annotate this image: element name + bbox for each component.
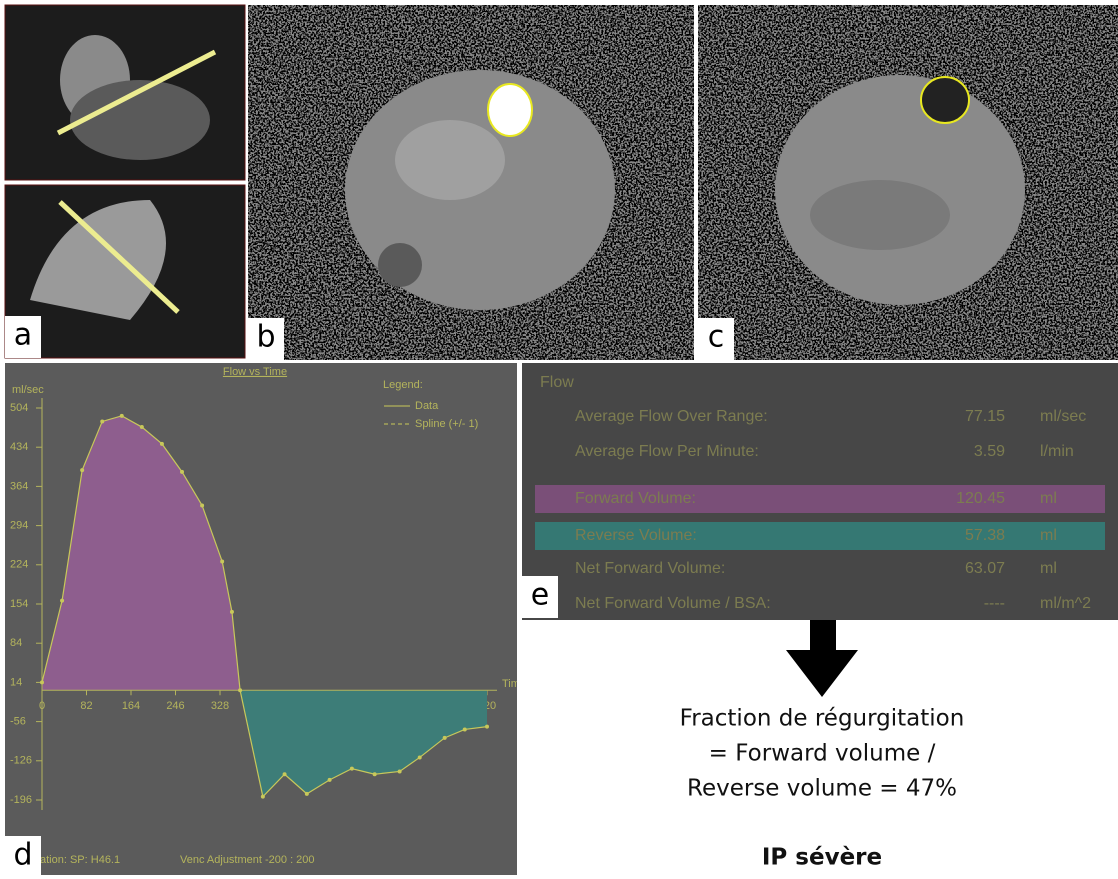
y-tick-label: 84 xyxy=(10,637,22,649)
panel-label: a xyxy=(14,318,32,353)
table-title: Flow xyxy=(540,374,574,391)
row-highlight xyxy=(535,522,1105,550)
data-point xyxy=(180,469,185,474)
data-point xyxy=(220,559,225,564)
label-box xyxy=(522,576,558,618)
legend-title: Legend: xyxy=(383,379,423,391)
row-value: ---- xyxy=(984,595,1005,612)
data-point xyxy=(282,772,287,777)
row-unit: ml xyxy=(1040,560,1057,577)
data-point xyxy=(229,609,234,614)
panel-c xyxy=(698,5,1118,360)
footer-text: ation: SP: H46.1 xyxy=(40,854,120,866)
data-point xyxy=(327,777,332,782)
row-label: Net Forward Volume: xyxy=(575,560,725,577)
panel-label: b xyxy=(256,320,275,355)
panel-label: d xyxy=(13,838,32,873)
data-point xyxy=(238,688,243,693)
data-point xyxy=(200,503,205,508)
verdict: IP sévère xyxy=(762,845,882,871)
data-point xyxy=(349,766,354,771)
legend-label: Data xyxy=(415,400,439,412)
panel-b xyxy=(248,5,694,360)
row-label: Forward Volume: xyxy=(575,490,696,507)
data-point xyxy=(372,772,377,777)
caption-line: Reverse volume = 47% xyxy=(687,776,957,802)
x-tick-label: 328 xyxy=(211,700,229,712)
legend-label: Spline (+/- 1) xyxy=(415,418,478,430)
y-tick-label: 364 xyxy=(10,480,28,492)
panel-a xyxy=(4,4,246,359)
row-unit: l/min xyxy=(1040,443,1074,460)
arrow xyxy=(786,620,858,697)
y-axis-label: ml/sec xyxy=(12,384,44,396)
data-point xyxy=(442,735,447,740)
row-unit: ml xyxy=(1040,527,1057,544)
data-point xyxy=(139,425,144,430)
row-value: 120.45 xyxy=(956,490,1005,507)
row-highlight xyxy=(535,485,1105,513)
chart-title: Flow vs Time xyxy=(223,366,287,378)
data-point xyxy=(260,794,265,799)
x-tick-label: 164 xyxy=(122,700,140,712)
caption-line: Fraction de régurgitation xyxy=(680,706,965,732)
label-box xyxy=(698,318,734,360)
y-tick-label: 14 xyxy=(10,676,22,688)
panel-label: e xyxy=(531,578,549,613)
footer-text: Venc Adjustment -200 : 200 xyxy=(180,854,315,866)
x-tick-label: 82 xyxy=(80,700,92,712)
row-value: 63.07 xyxy=(965,560,1005,577)
data-point xyxy=(417,755,422,760)
row-value: 77.15 xyxy=(965,408,1005,425)
row-unit: ml xyxy=(1040,490,1057,507)
y-tick-label: 504 xyxy=(10,402,28,414)
row-label: Average Flow Per Minute: xyxy=(575,443,759,460)
y-tick-label: -56 xyxy=(10,716,26,728)
row-unit: ml/m^2 xyxy=(1040,595,1091,612)
data-point xyxy=(119,413,124,418)
panel-labels: a b c d e xyxy=(5,316,734,878)
negative-area xyxy=(42,690,487,797)
row-value: 3.59 xyxy=(974,443,1005,460)
caption: Fraction de régurgitation = Forward volum… xyxy=(680,706,965,871)
caption-line: = Forward volume / xyxy=(709,741,936,767)
label-box xyxy=(5,836,41,878)
row-label: Net Forward Volume / BSA: xyxy=(575,595,771,612)
y-tick-label: -196 xyxy=(10,794,32,806)
y-tick-label: 154 xyxy=(10,598,28,610)
data-point xyxy=(40,680,44,685)
data-point xyxy=(60,598,65,603)
data-point xyxy=(462,727,467,732)
label-box xyxy=(5,316,41,358)
panel-label: c xyxy=(708,320,725,355)
data-point xyxy=(159,441,164,446)
x-tick-label: 246 xyxy=(166,700,184,712)
y-tick-label: 294 xyxy=(10,520,28,532)
row-label: Average Flow Over Range: xyxy=(575,408,768,425)
row-label: Reverse Volume: xyxy=(575,527,697,544)
y-tick-label: 224 xyxy=(10,559,28,571)
y-tick-label: -126 xyxy=(10,755,32,767)
row-value: 57.38 xyxy=(965,527,1005,544)
data-point xyxy=(485,724,489,729)
y-tick-label: 434 xyxy=(10,441,28,453)
label-box xyxy=(248,318,284,360)
data-point xyxy=(304,791,309,796)
x-axis-label: Time (ms) xyxy=(502,678,551,690)
row-unit: ml/sec xyxy=(1040,408,1086,425)
positive-area xyxy=(42,415,241,691)
chart: Flow vs Time ml/sec Time (ms) Legend: Data Sp… xyxy=(10,366,551,866)
data-point xyxy=(397,769,402,774)
data-point xyxy=(100,419,105,424)
data-point xyxy=(80,468,85,473)
